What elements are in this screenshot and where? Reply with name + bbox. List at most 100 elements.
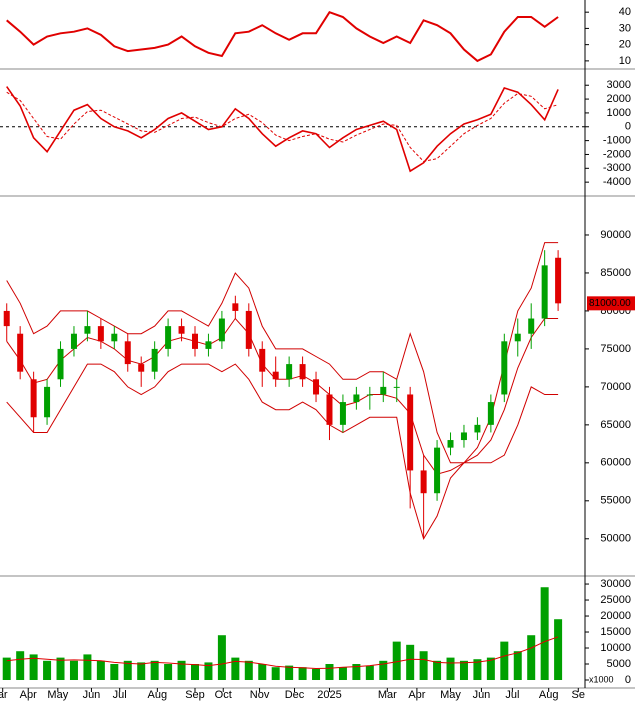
series-line [6,363,559,541]
candle-body [44,386,51,418]
candle-body [339,402,346,425]
candle-body [420,470,427,494]
volume-bar [258,664,267,681]
series-line [6,10,559,63]
x-tick-label: Apr [408,689,425,701]
x-tick-label: Jun [83,689,101,701]
y-tick-label: 55000 [600,495,631,507]
series-line [6,636,559,670]
y-tick-label: 25000 [600,594,631,606]
x-tick-label: Dec [285,689,305,701]
y-tick-label: 75000 [600,343,631,355]
volume-bar [500,641,509,681]
x-tick-label: Mar [378,689,397,701]
volume-bar [338,667,347,681]
candle-body [151,348,158,372]
y-tick-label: 20000 [600,610,631,622]
y-tick-label: 60000 [600,457,631,469]
volume-bar [473,659,482,681]
x-tick-label: May [440,689,461,701]
y-tick-label: 30 [619,22,631,34]
volume-bar [392,641,401,681]
x-tick-label: Jul [113,689,127,701]
candle-body [447,440,454,448]
y-tick-label: 65000 [600,419,631,431]
y-tick-label: 10 [619,55,631,67]
last-price-box [587,296,635,311]
candle-body [138,364,145,372]
volume-bar [325,664,334,681]
candle-body [380,386,387,395]
volume-bar [177,660,186,681]
y-tick-label: 90000 [600,229,631,241]
candle-body [434,447,441,494]
series-line [6,242,559,464]
candle-body [528,318,535,334]
volume-bar [352,664,361,681]
candle-body [555,257,562,304]
y-tick-label: 10000 [600,642,631,654]
y-tick-label: 70000 [600,381,631,393]
candle-body [17,333,24,372]
candle-body [514,333,521,342]
candle-body [501,341,508,395]
candle-body [353,394,360,403]
volume-bar [312,668,321,681]
candle-body [299,364,306,380]
y-tick-label: -1000 [603,135,631,147]
y-tick-label: 2000 [607,93,631,105]
volume-bar [406,644,415,681]
volume-bar [16,651,25,681]
candle-body [192,333,198,349]
x-tick-label: Sep [185,689,205,701]
volume-bar [540,587,549,681]
y-tick-label: 40 [619,6,631,18]
candle-body [407,394,414,471]
volume-bar [365,665,374,681]
volume-bar [56,657,65,681]
volume-bar [554,619,563,681]
volume-bar [271,667,280,681]
candle-body [3,310,10,327]
candle-body [393,386,400,388]
x-tick-label: Jun [473,689,491,701]
volume-bar [298,667,307,681]
y-tick-label: 1000 [607,107,631,119]
y-tick-label: 50000 [600,533,631,545]
volume-bar [285,665,294,681]
candle-body [313,379,320,395]
candle-body [30,379,37,418]
candle-body [245,310,252,349]
volume-bar [83,654,92,681]
x-tick-label: Aug [148,689,168,701]
y-tick-label: 3000 [607,79,631,91]
volume-bar [419,651,428,681]
y-tick-label: 0 [625,121,631,133]
series-line [6,86,559,173]
volume-bar [96,660,105,681]
volume-bar [110,664,119,681]
y-tick-label: -2000 [603,148,631,160]
y-tick-label: 30000 [600,578,631,590]
x-tick-label: Oct [215,689,232,701]
volume-bar [459,660,468,681]
volume-bar [379,660,388,681]
volume-bar [123,660,132,681]
y-tick-label: -3000 [603,162,631,174]
candle-body [111,333,118,342]
candle-body [70,333,77,349]
volume-bar [164,664,173,681]
y-tick-label: 15000 [600,626,631,638]
candle-body [272,371,279,380]
volume-bar [69,660,78,681]
candle-body [286,364,293,380]
candle-body [366,394,373,396]
volume-bar [217,635,226,681]
volume-bar [43,660,52,681]
candle-body [218,318,225,342]
volume-bar [486,657,495,681]
volume-bar [527,635,536,681]
volume-bar [446,657,455,681]
